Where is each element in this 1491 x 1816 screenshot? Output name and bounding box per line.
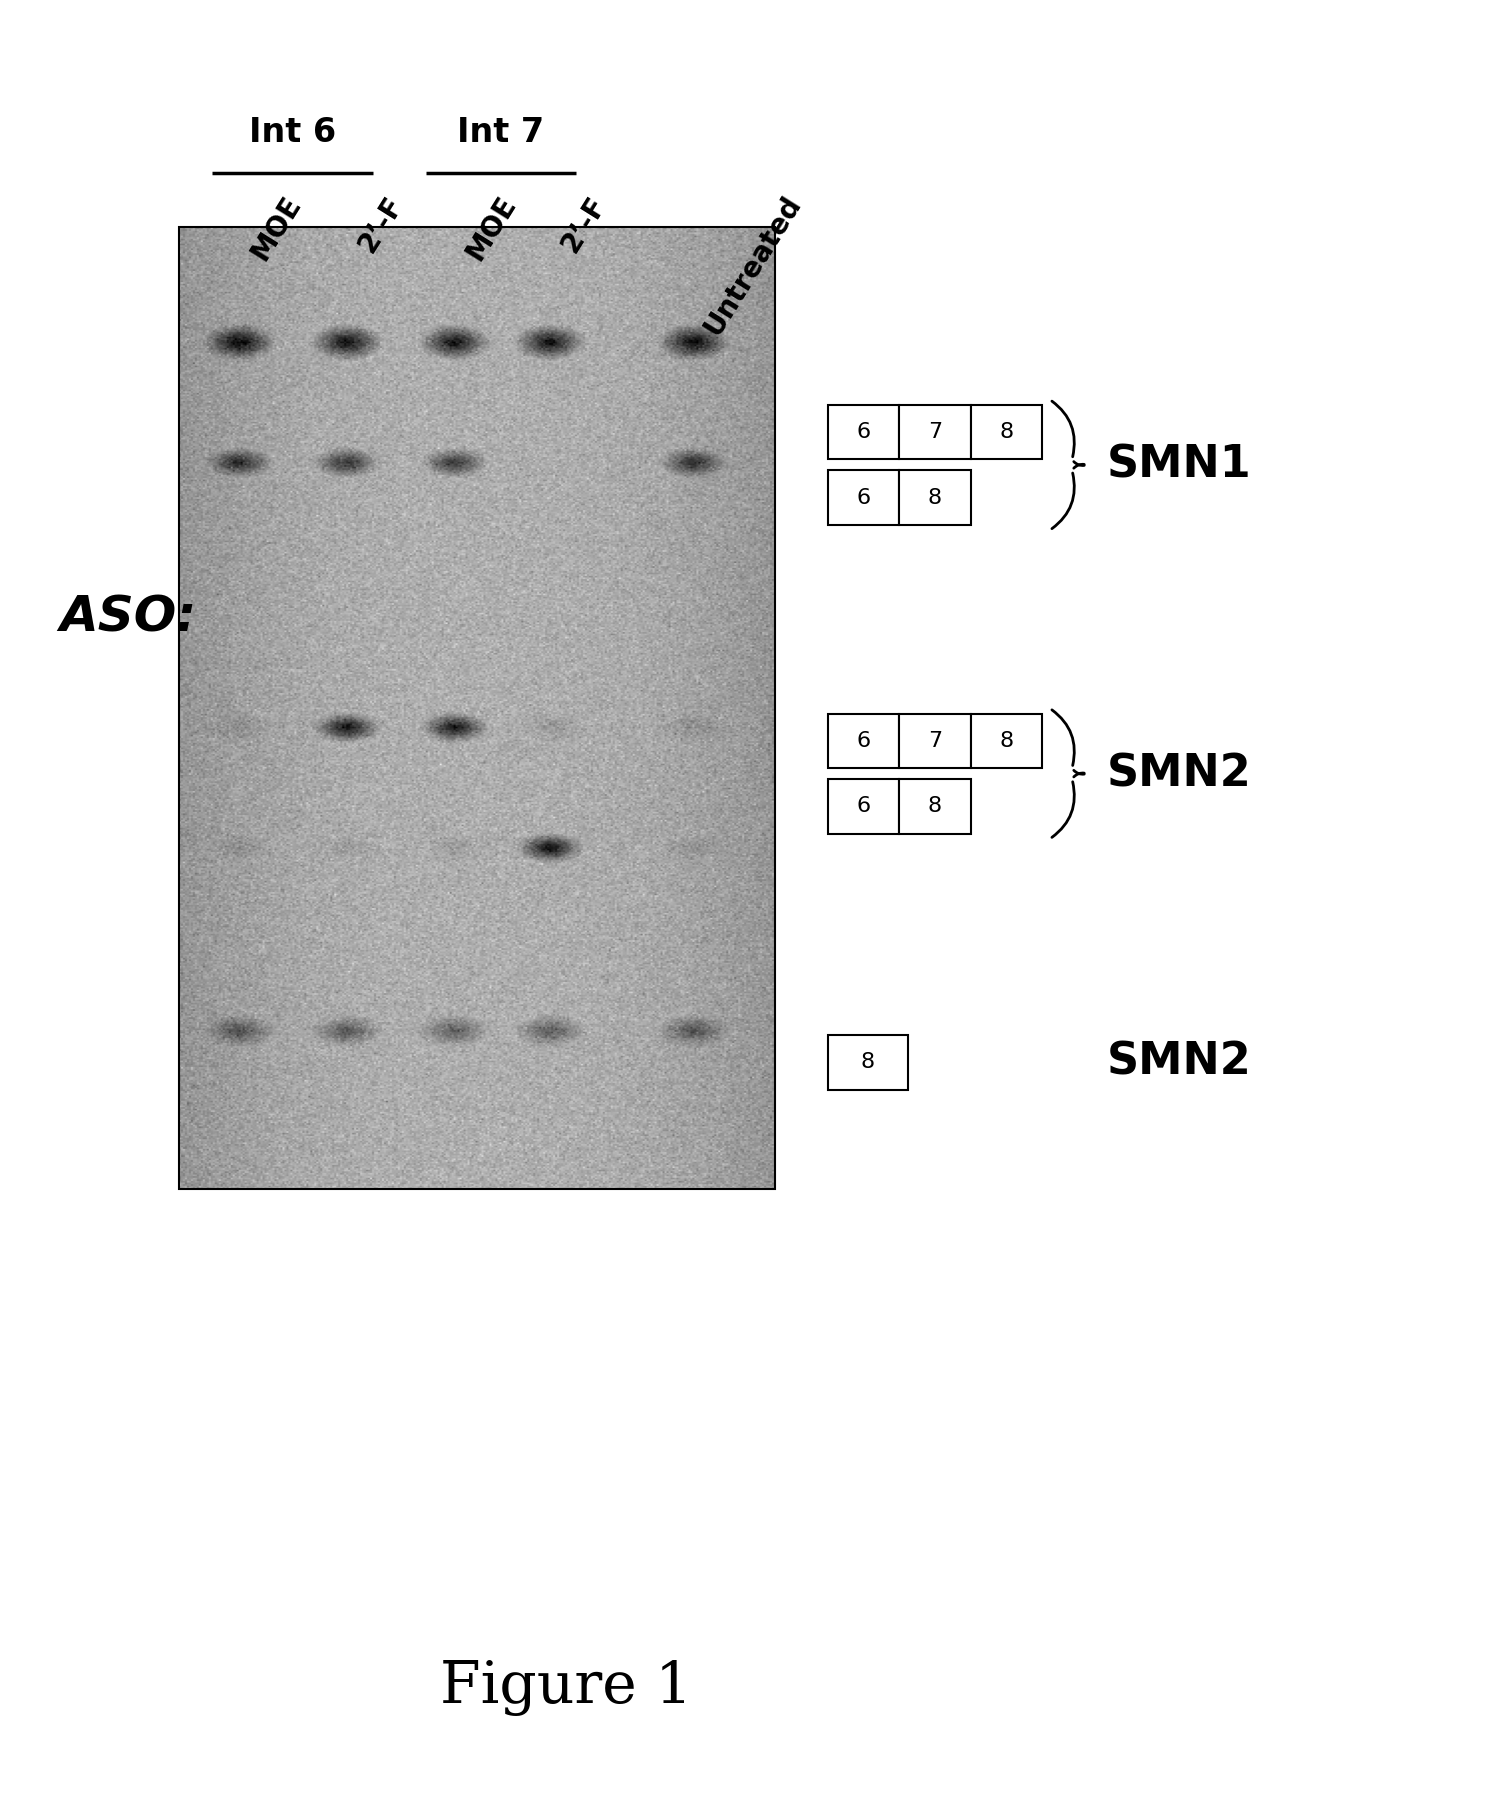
Bar bbox=[971, 405, 1042, 459]
Text: Figure 1: Figure 1 bbox=[440, 1660, 693, 1716]
Text: 6: 6 bbox=[856, 421, 871, 443]
Text: Untreated: Untreated bbox=[699, 191, 807, 340]
Text: 8: 8 bbox=[999, 421, 1014, 443]
Text: 7: 7 bbox=[927, 730, 942, 752]
Bar bbox=[899, 405, 971, 459]
Text: MOE: MOE bbox=[461, 191, 522, 265]
Text: 8: 8 bbox=[927, 487, 942, 508]
Text: MOE: MOE bbox=[246, 191, 307, 265]
Text: 7: 7 bbox=[927, 421, 942, 443]
Text: 6: 6 bbox=[856, 795, 871, 817]
Text: 2’-F: 2’-F bbox=[353, 191, 409, 256]
Bar bbox=[179, 227, 775, 1189]
Text: 8: 8 bbox=[927, 795, 942, 817]
Text: Int 7: Int 7 bbox=[458, 116, 544, 149]
Bar bbox=[828, 714, 899, 768]
Text: Int 6: Int 6 bbox=[249, 116, 335, 149]
Text: SMN2: SMN2 bbox=[1106, 1041, 1251, 1084]
Text: 2’-F: 2’-F bbox=[556, 191, 611, 256]
Text: 8: 8 bbox=[999, 730, 1014, 752]
Text: 6: 6 bbox=[856, 487, 871, 508]
Bar bbox=[828, 405, 899, 459]
Bar bbox=[828, 1035, 908, 1090]
Bar bbox=[899, 714, 971, 768]
Text: SMN1: SMN1 bbox=[1106, 443, 1251, 487]
Text: SMN2: SMN2 bbox=[1106, 752, 1251, 795]
Bar bbox=[971, 714, 1042, 768]
Bar bbox=[899, 470, 971, 525]
Bar bbox=[828, 470, 899, 525]
Bar bbox=[828, 779, 899, 834]
Text: 8: 8 bbox=[860, 1051, 875, 1073]
Bar bbox=[899, 779, 971, 834]
Text: ASO:: ASO: bbox=[60, 594, 197, 641]
Text: 6: 6 bbox=[856, 730, 871, 752]
